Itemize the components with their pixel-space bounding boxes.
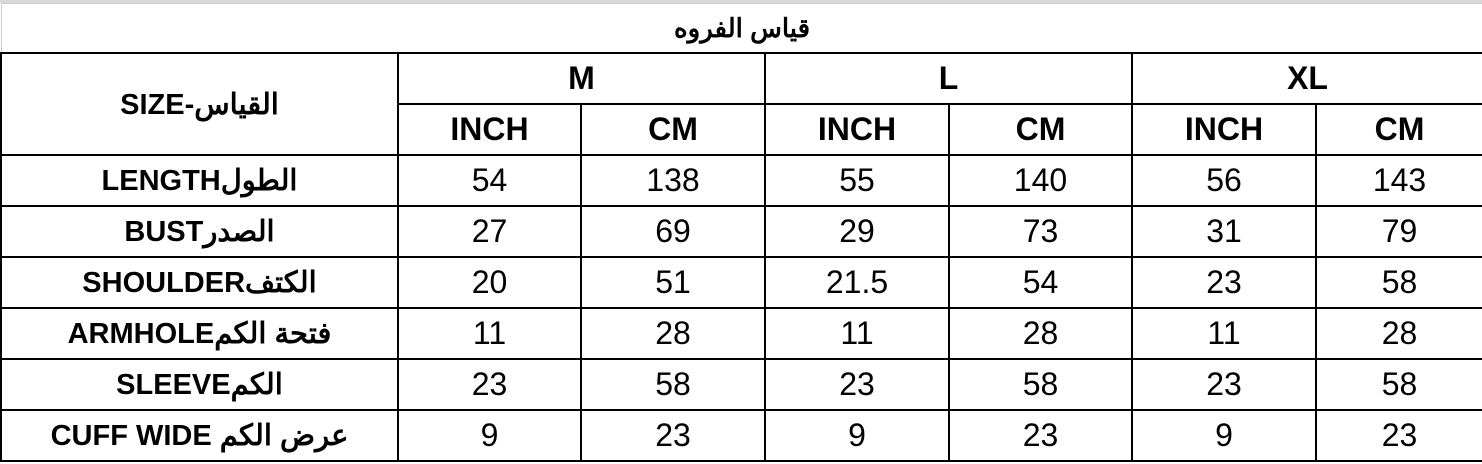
table-cell: 58 — [580, 358, 766, 411]
table-cell: 11 — [764, 307, 950, 360]
table-cell: 58 — [1314, 358, 1482, 411]
table-cell: 28 — [580, 307, 766, 360]
table-cell: 56 — [1131, 154, 1317, 207]
table-cell: 9 — [1131, 409, 1317, 462]
table-cell: 23 — [1131, 358, 1317, 411]
unit-header-inch: INCH — [397, 103, 582, 156]
table-cell: 54 — [948, 256, 1133, 309]
table-cell: 51 — [580, 256, 766, 309]
table-cell: 138 — [580, 154, 766, 207]
table-cell: 21.5 — [764, 256, 950, 309]
spreadsheet-header-strip — [0, 0, 1482, 3]
row-label: الكمSLEEVE — [0, 358, 399, 411]
row-label: الصدرBUST — [0, 205, 399, 258]
table-row: الصدرBUST 27 69 29 73 31 79 — [0, 205, 1482, 258]
table-cell: 20 — [397, 256, 582, 309]
table-cell: 27 — [397, 205, 582, 258]
unit-header-cm: CM — [580, 103, 766, 156]
unit-header-inch: INCH — [764, 103, 950, 156]
row-label: الطولLENGTH — [0, 154, 399, 207]
table-title: قياس الفروه — [0, 3, 1482, 54]
row-label: عرض الكم CUFF WIDE — [0, 409, 399, 462]
table-cell: 73 — [948, 205, 1133, 258]
table-row: عرض الكم CUFF WIDE 9 23 9 23 9 23 — [0, 409, 1482, 462]
size-m-header: M — [397, 52, 766, 105]
size-xl-header: XL — [1130, 52, 1482, 105]
table-cell: 9 — [764, 409, 950, 462]
table-row: الكمSLEEVE 23 58 23 58 23 58 — [0, 358, 1482, 411]
row-label: الكتفSHOULDER — [0, 256, 399, 309]
table-cell: 23 — [1131, 256, 1317, 309]
table-cell: 79 — [1314, 205, 1482, 258]
table-cell: 58 — [948, 358, 1133, 411]
table-cell: 23 — [580, 409, 766, 462]
table-cell: 28 — [948, 307, 1133, 360]
table-cell: 143 — [1314, 154, 1482, 207]
size-chart-table: قياس الفروه القياس-SIZE M L XL INCH CM INC… — [0, 3, 1482, 462]
table-cell: 11 — [1131, 307, 1317, 360]
table-cell: 28 — [1314, 307, 1482, 360]
table-cell: 58 — [1314, 256, 1482, 309]
table-row: فتحة الكمARMHOLE 11 28 11 28 11 28 — [0, 307, 1482, 360]
table-cell: 140 — [948, 154, 1133, 207]
table-cell: 31 — [1131, 205, 1317, 258]
table-cell: 29 — [764, 205, 950, 258]
unit-header-inch: INCH — [1131, 103, 1317, 156]
table-cell: 23 — [948, 409, 1133, 462]
table-row: الطولLENGTH 54 138 55 140 56 143 — [0, 154, 1482, 207]
table-cell: 55 — [764, 154, 950, 207]
table-cell: 11 — [397, 307, 582, 360]
table-cell: 54 — [397, 154, 582, 207]
table-cell: 23 — [764, 358, 950, 411]
size-l-header: L — [764, 52, 1133, 105]
unit-header-cm: CM — [1314, 103, 1482, 156]
table-cell: 23 — [397, 358, 582, 411]
table-row: الكتفSHOULDER 20 51 21.5 54 23 58 — [0, 256, 1482, 309]
table-cell: 23 — [1314, 409, 1482, 462]
unit-header-cm: CM — [948, 103, 1133, 156]
row-label: فتحة الكمARMHOLE — [0, 307, 399, 360]
table-cell: 9 — [397, 409, 582, 462]
size-header: القياس-SIZE — [0, 52, 399, 156]
table-cell: 69 — [580, 205, 766, 258]
